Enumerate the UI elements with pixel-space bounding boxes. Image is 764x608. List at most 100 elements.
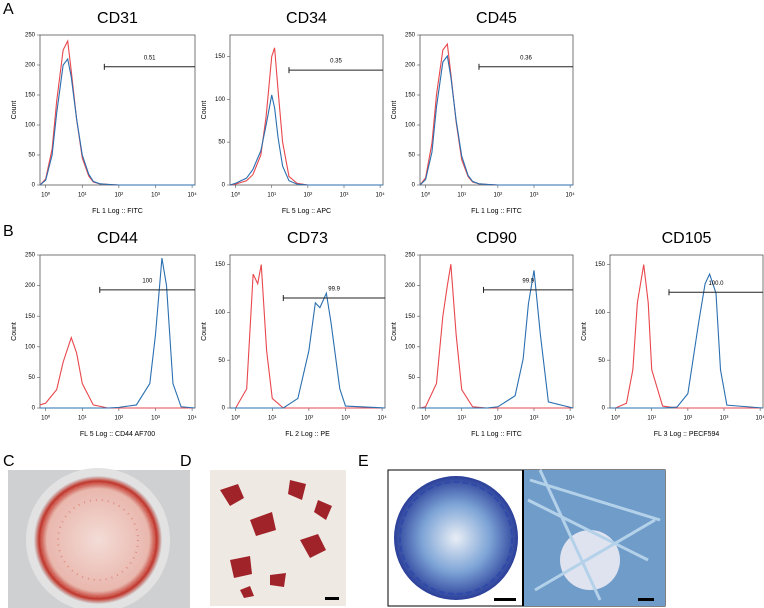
chart-title: CD90 — [476, 230, 517, 247]
y-tick-label: 250 — [25, 253, 36, 259]
chart-title: CD31 — [97, 10, 138, 27]
panel-label: B — [3, 223, 14, 240]
x-axis-label: FL 5 Log :: APC — [282, 208, 331, 215]
histogram-line — [420, 270, 574, 409]
y-tick-label: 150 — [215, 262, 226, 268]
x-tick-label: 10² — [115, 193, 124, 199]
y-tick-label: 0 — [602, 406, 606, 412]
x-tick-label: 10⁴ — [376, 192, 386, 199]
y-tick-label: 100 — [25, 123, 36, 129]
x-tick-label: 10¹ — [78, 416, 87, 422]
histogram-line — [229, 47, 383, 186]
y-tick-label: 0 — [222, 406, 226, 412]
image-c — [8, 468, 190, 608]
x-tick-label: 10⁰ — [41, 415, 51, 422]
histogram-line — [610, 272, 764, 409]
y-tick-label: 50 — [28, 153, 35, 159]
panel-label: A — [3, 1, 14, 18]
y-axis-label: Count — [581, 322, 588, 341]
x-tick-label: 10³ — [340, 193, 349, 199]
histogram-line — [230, 264, 385, 409]
x-tick-label: 10² — [494, 416, 503, 422]
x-tick-label: 10⁰ — [421, 415, 431, 422]
y-axis-label: Count — [201, 101, 208, 120]
y-tick-label: 150 — [405, 93, 416, 99]
gate-label: 0.36 — [520, 55, 532, 61]
x-tick-label: 10² — [115, 416, 124, 422]
gate-label: 99.9 — [328, 287, 340, 293]
histogram-line — [39, 39, 195, 186]
x-axis-label: FL 5 Log :: CD44 AF700 — [80, 431, 155, 438]
x-axis-label: FL 1 Log :: FITC — [471, 431, 522, 438]
x-tick-label: 10² — [305, 416, 314, 422]
x-tick-label: 10⁴ — [566, 415, 576, 422]
histogram-line — [419, 264, 573, 409]
x-tick-label: 10¹ — [457, 416, 466, 422]
y-axis-label: Count — [391, 322, 398, 341]
x-tick-label: 10³ — [530, 193, 539, 199]
histogram-line — [230, 291, 386, 409]
y-tick-label: 150 — [405, 314, 416, 320]
x-tick-label: 10⁴ — [566, 192, 576, 199]
x-tick-label: 10⁰ — [231, 192, 241, 199]
x-tick-label: 10¹ — [268, 416, 277, 422]
gate-label: 0.51 — [144, 55, 156, 61]
x-tick-label: 10² — [494, 193, 503, 199]
panel-label: E — [358, 453, 369, 470]
y-tick-label: 250 — [25, 33, 36, 39]
x-tick-label: 10⁴ — [377, 415, 387, 422]
y-tick-label: 100 — [215, 97, 226, 103]
chart-title: CD73 — [287, 230, 328, 247]
plot-frame — [39, 254, 196, 409]
y-tick-label: 250 — [405, 253, 416, 259]
y-tick-label: 50 — [408, 375, 415, 381]
chart-title: CD34 — [286, 10, 327, 27]
y-axis-label: Count — [11, 101, 18, 120]
x-tick-label: 10⁰ — [41, 192, 51, 199]
y-tick-label: 150 — [25, 93, 36, 99]
x-tick-label: 10³ — [530, 416, 539, 422]
histogram-line — [229, 94, 383, 186]
chart-title: CD45 — [476, 10, 517, 27]
gate-label: 99.9 — [522, 278, 534, 284]
x-tick-label: 10⁴ — [187, 415, 197, 422]
chart-title: CD44 — [97, 230, 138, 247]
x-tick-label: 10² — [684, 416, 693, 422]
x-tick-label: 10⁴ — [187, 192, 197, 199]
chart-title: CD105 — [662, 230, 712, 247]
gate-label: 0.35 — [330, 59, 342, 65]
y-tick-label: 150 — [215, 54, 226, 60]
y-tick-label: 250 — [405, 33, 416, 39]
y-tick-label: 150 — [25, 314, 36, 320]
x-tick-label: 10³ — [720, 416, 729, 422]
x-tick-label: 10³ — [151, 416, 160, 422]
plot-frame — [229, 34, 384, 186]
gate-label: 100 — [142, 278, 153, 284]
plot-frame — [39, 34, 196, 186]
x-tick-label: 10⁰ — [421, 192, 431, 199]
plot-frame — [419, 254, 574, 409]
x-tick-label: 10⁴ — [756, 415, 764, 422]
x-tick-label: 10⁰ — [231, 415, 241, 422]
x-tick-label: 10⁰ — [611, 415, 621, 422]
y-axis-label: Count — [11, 322, 18, 341]
y-axis-label: Count — [201, 322, 208, 341]
y-tick-label: 50 — [218, 140, 225, 146]
y-tick-label: 200 — [405, 283, 416, 289]
y-tick-label: 50 — [218, 358, 225, 364]
y-tick-label: 50 — [408, 153, 415, 159]
panel-label: C — [3, 453, 15, 470]
y-tick-label: 200 — [405, 63, 416, 69]
x-axis-label: FL 3 Log :: PECF594 — [654, 431, 720, 438]
y-tick-label: 100 — [405, 344, 416, 350]
x-axis-label: FL 1 Log :: FITC — [471, 208, 522, 215]
y-tick-label: 0 — [222, 183, 226, 189]
panel-label: D — [180, 453, 192, 470]
y-tick-label: 100 — [595, 310, 606, 316]
x-tick-label: 10¹ — [78, 193, 87, 199]
x-tick-label: 10¹ — [457, 193, 466, 199]
y-tick-label: 100 — [405, 123, 416, 129]
image-e — [387, 469, 666, 607]
y-tick-label: 200 — [25, 283, 36, 289]
